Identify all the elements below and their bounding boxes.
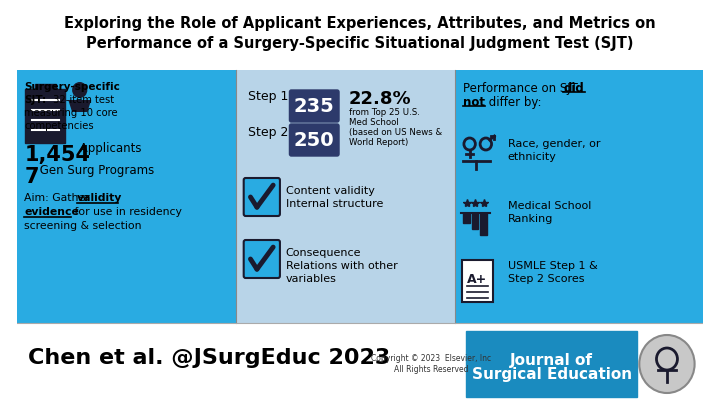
Bar xyxy=(17,70,236,323)
Bar xyxy=(236,70,455,323)
Text: ethnicity: ethnicity xyxy=(508,152,557,162)
Bar xyxy=(472,213,478,229)
Text: Step 1: Step 1 xyxy=(248,90,288,103)
Polygon shape xyxy=(68,100,91,112)
Text: screening & selection: screening & selection xyxy=(24,221,142,231)
FancyBboxPatch shape xyxy=(466,331,637,397)
Text: USMLE Step 1 &: USMLE Step 1 & xyxy=(508,261,598,271)
Bar xyxy=(455,70,703,323)
Text: 250: 250 xyxy=(294,130,335,149)
FancyBboxPatch shape xyxy=(289,90,339,122)
Text: Step 2: Step 2 xyxy=(248,126,288,139)
Text: Surgical Education: Surgical Education xyxy=(472,367,631,382)
Text: 7: 7 xyxy=(24,167,39,187)
Text: Race, gender, or: Race, gender, or xyxy=(508,139,600,149)
Text: Copyright © 2023  Elsevier, Inc
All Rights Reserved: Copyright © 2023 Elsevier, Inc All Right… xyxy=(372,354,492,374)
Bar xyxy=(463,213,469,223)
Text: Exploring the Role of Applicant Experiences, Attributes, and Metrics on: Exploring the Role of Applicant Experien… xyxy=(64,16,656,31)
Text: Step 2 Scores: Step 2 Scores xyxy=(508,274,584,284)
Text: SJT:: SJT: xyxy=(24,95,47,105)
Text: differ by:: differ by: xyxy=(485,96,541,109)
Text: evidence: evidence xyxy=(24,207,79,217)
Text: Ranking: Ranking xyxy=(508,214,553,224)
Text: 22.8%: 22.8% xyxy=(348,90,411,108)
FancyBboxPatch shape xyxy=(243,240,280,278)
Text: Performance of a Surgery-Specific Situational Judgment Test (SJT): Performance of a Surgery-Specific Situat… xyxy=(86,36,634,51)
Circle shape xyxy=(639,335,695,393)
Text: Medical School: Medical School xyxy=(508,201,591,211)
FancyBboxPatch shape xyxy=(243,178,280,216)
Text: Performance on SJT: Performance on SJT xyxy=(463,82,582,95)
Text: Internal structure: Internal structure xyxy=(286,199,383,209)
Text: Med School: Med School xyxy=(348,118,398,127)
Text: Applicants: Applicants xyxy=(76,142,141,155)
Circle shape xyxy=(72,82,87,98)
Text: 235: 235 xyxy=(294,96,335,115)
FancyBboxPatch shape xyxy=(25,89,66,143)
Text: not: not xyxy=(463,96,485,109)
Text: for use in residency: for use in residency xyxy=(71,207,182,217)
Text: validity: validity xyxy=(77,193,122,203)
Text: did: did xyxy=(563,82,584,95)
FancyBboxPatch shape xyxy=(35,84,56,95)
FancyBboxPatch shape xyxy=(289,124,339,156)
Text: competencies: competencies xyxy=(24,121,94,131)
Text: variables: variables xyxy=(286,274,336,284)
Bar xyxy=(17,0,703,68)
Text: Chen et al. @JSurgEduc 2023: Chen et al. @JSurgEduc 2023 xyxy=(28,348,390,368)
Text: Content validity: Content validity xyxy=(286,186,374,196)
Bar xyxy=(17,323,703,405)
Text: 32-item test: 32-item test xyxy=(50,95,114,105)
Text: (based on US News &: (based on US News & xyxy=(348,128,441,137)
Text: Surgery-specific: Surgery-specific xyxy=(24,82,120,92)
Text: measuring 10 core: measuring 10 core xyxy=(24,108,118,118)
Text: from Top 25 U.S.: from Top 25 U.S. xyxy=(348,108,420,117)
Text: 1,454: 1,454 xyxy=(24,145,91,165)
Text: Consequence: Consequence xyxy=(286,248,361,258)
Text: Aim: Gather: Aim: Gather xyxy=(24,193,94,203)
Text: A+: A+ xyxy=(467,273,487,286)
Text: Gen Surg Programs: Gen Surg Programs xyxy=(36,164,154,177)
Bar xyxy=(480,213,487,235)
Text: World Report): World Report) xyxy=(348,138,408,147)
Text: Relations with other: Relations with other xyxy=(286,261,397,271)
FancyBboxPatch shape xyxy=(462,260,492,302)
Text: Journal of: Journal of xyxy=(510,352,593,367)
